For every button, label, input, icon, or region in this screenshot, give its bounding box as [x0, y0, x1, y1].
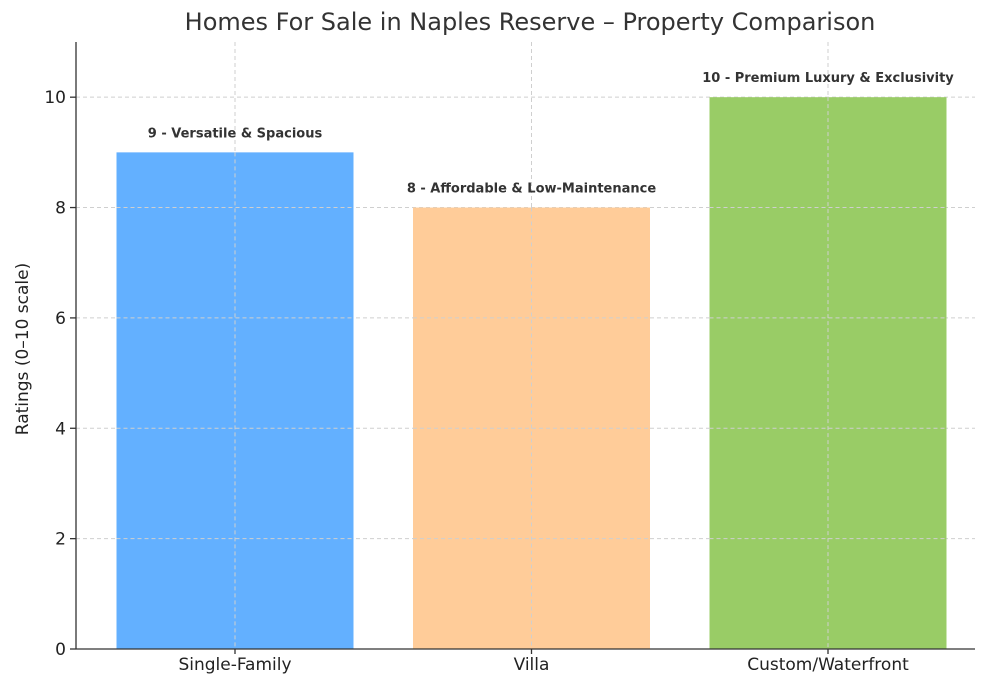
- y-ticks: 0 2 4 6 8 10: [44, 88, 76, 660]
- bar-annotation-label: 10 - Premium Luxury & Exclusivity: [702, 71, 954, 86]
- y-tick-label: 10: [44, 88, 66, 108]
- y-tick-label: 2: [55, 530, 66, 550]
- x-category-label: Villa: [514, 655, 550, 675]
- x-category-label: Custom/Waterfront: [747, 655, 909, 675]
- y-tick-label: 6: [55, 309, 66, 329]
- y-tick-label: 0: [55, 640, 66, 660]
- x-category-labels: Single-Family Villa Custom/Waterfront: [178, 649, 909, 675]
- bar-annotation-label: 9 - Versatile & Spacious: [148, 126, 323, 141]
- y-tick-label: 4: [55, 419, 66, 439]
- chart-title: Homes For Sale in Naples Reserve – Prope…: [185, 8, 876, 36]
- bars: [116, 97, 947, 649]
- y-axis-label: Ratings (0–10 scale): [13, 263, 33, 436]
- bar-annotation-label: 8 - Affordable & Low-Maintenance: [407, 182, 657, 197]
- axes: [75, 42, 975, 650]
- y-tick-label: 8: [55, 199, 66, 219]
- x-category-label: Single-Family: [178, 655, 291, 675]
- bar-annotations: 9 - Versatile & Spacious 8 - Affordable &…: [148, 71, 955, 196]
